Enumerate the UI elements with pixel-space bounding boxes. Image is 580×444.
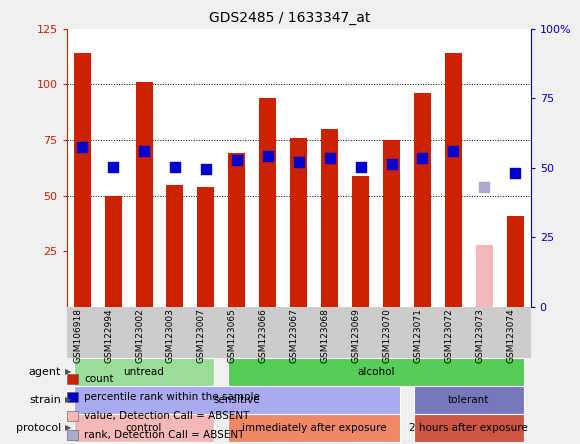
Text: GSM122994: GSM122994 xyxy=(104,308,113,363)
Point xyxy=(294,159,303,166)
Text: GSM123071: GSM123071 xyxy=(414,308,422,363)
Bar xyxy=(445,53,462,307)
Point xyxy=(171,163,180,170)
Point xyxy=(325,154,334,161)
Text: ▶: ▶ xyxy=(65,395,71,404)
Point xyxy=(510,170,520,177)
Bar xyxy=(104,196,122,307)
Bar xyxy=(74,53,90,307)
Text: 2 hours after exposure: 2 hours after exposure xyxy=(409,423,528,433)
Text: GSM106918: GSM106918 xyxy=(73,308,82,363)
Bar xyxy=(476,245,493,307)
Text: tolerant: tolerant xyxy=(448,395,490,405)
Text: GDS2485 / 1633347_at: GDS2485 / 1633347_at xyxy=(209,11,371,25)
Bar xyxy=(321,129,338,307)
Text: rank, Detection Call = ABSENT: rank, Detection Call = ABSENT xyxy=(84,430,245,440)
Point xyxy=(108,163,118,170)
Text: GSM123002: GSM123002 xyxy=(135,308,144,363)
Text: GSM123072: GSM123072 xyxy=(444,308,454,363)
Text: immediately after exposure: immediately after exposure xyxy=(242,423,386,433)
Text: strain: strain xyxy=(29,395,61,405)
Bar xyxy=(383,140,400,307)
Text: GSM123065: GSM123065 xyxy=(228,308,237,363)
Bar xyxy=(166,185,183,307)
Point xyxy=(263,152,273,159)
Text: GSM123074: GSM123074 xyxy=(506,308,515,363)
Text: untread: untread xyxy=(124,367,165,377)
Text: ▶: ▶ xyxy=(65,367,71,377)
Point xyxy=(449,147,458,155)
Text: sensitive: sensitive xyxy=(213,395,260,405)
Bar xyxy=(507,216,524,307)
Text: value, Detection Call = ABSENT: value, Detection Call = ABSENT xyxy=(84,411,249,421)
Point xyxy=(78,143,87,150)
Text: agent: agent xyxy=(28,367,61,377)
Point xyxy=(201,166,211,173)
Text: GSM123067: GSM123067 xyxy=(289,308,299,363)
Text: count: count xyxy=(84,374,114,384)
Bar xyxy=(290,138,307,307)
Bar xyxy=(352,176,369,307)
Text: percentile rank within the sample: percentile rank within the sample xyxy=(84,392,260,402)
Bar xyxy=(414,93,431,307)
Point xyxy=(356,163,365,170)
Text: GSM123066: GSM123066 xyxy=(259,308,268,363)
Bar xyxy=(197,187,215,307)
Text: control: control xyxy=(126,423,162,433)
Bar xyxy=(136,82,153,307)
Text: GSM123070: GSM123070 xyxy=(382,308,392,363)
Bar xyxy=(259,98,276,307)
Text: alcohol: alcohol xyxy=(357,367,395,377)
Text: GSM123007: GSM123007 xyxy=(197,308,206,363)
Text: protocol: protocol xyxy=(16,423,61,433)
Point xyxy=(232,156,241,163)
Text: GSM123069: GSM123069 xyxy=(351,308,361,363)
Text: GSM123003: GSM123003 xyxy=(166,308,175,363)
Point xyxy=(480,183,489,190)
Bar xyxy=(229,153,245,307)
Text: GSM123073: GSM123073 xyxy=(475,308,484,363)
Point xyxy=(418,154,427,161)
Text: GSM123068: GSM123068 xyxy=(321,308,329,363)
Point xyxy=(139,147,148,155)
Text: ▶: ▶ xyxy=(65,423,71,432)
Point xyxy=(387,161,396,168)
